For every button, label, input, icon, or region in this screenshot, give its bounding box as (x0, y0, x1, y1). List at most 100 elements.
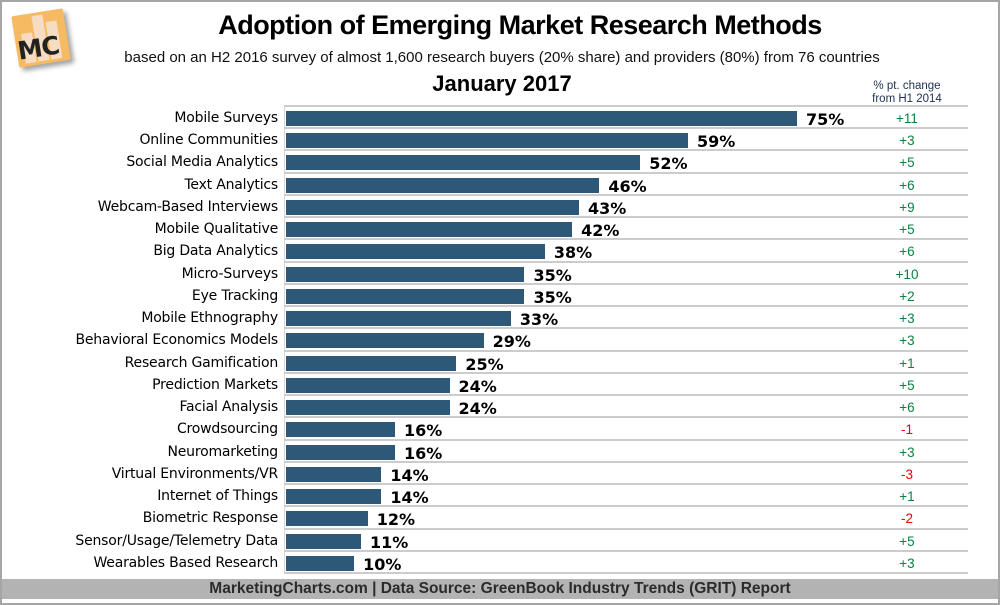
row-separator (284, 483, 968, 486)
category-label: Neuromarketing (167, 443, 278, 460)
chart-row: Sensor/Usage/Telemetry Data 11% +5 (2, 530, 998, 552)
chart-subtitle: based on an H2 2016 survey of almost 1,6… (124, 49, 880, 66)
row-separator (284, 238, 968, 241)
value-label: 59% (696, 132, 736, 152)
category-label: Internet of Things (157, 488, 278, 505)
bar (286, 489, 382, 505)
category-label: Mobile Qualitative (154, 221, 279, 238)
chart-row: Biometric Response 12% -2 (2, 507, 998, 529)
value-label: 12% (376, 510, 416, 530)
bar (286, 155, 641, 171)
row-separator (284, 572, 968, 575)
chart-row: Text Analytics 46% +6 (2, 174, 998, 196)
chart-row: Webcam-Based Interviews 43% +9 (2, 196, 998, 218)
chart-row: Wearables Based Research 10% +3 (2, 552, 998, 574)
bar (286, 288, 525, 304)
value-label: 14% (390, 488, 429, 508)
bar (286, 177, 600, 193)
value-label: 33% (519, 310, 559, 330)
bar (286, 533, 361, 549)
value-label: 29% (492, 332, 531, 352)
value-label: 16% (404, 443, 443, 463)
change-column-header-line2: from H1 2014 (872, 93, 942, 105)
bar (286, 466, 382, 482)
bar (286, 511, 368, 527)
row-separator (284, 149, 968, 152)
row-separator (284, 371, 968, 374)
change-label: -3 (900, 466, 913, 482)
chart-row: Micro-Surveys 35% +10 (2, 263, 998, 285)
chart-row: Crowdsourcing 16% -1 (2, 418, 998, 440)
footer-bar: MarketingCharts.com | Data Source: Green… (2, 579, 998, 599)
category-label: Online Communities (139, 132, 278, 149)
change-label: +3 (899, 311, 915, 327)
chart-row: Neuromarketing 16% +3 (2, 441, 998, 463)
category-label: Sensor/Usage/Telemetry Data (75, 532, 278, 549)
row-separator (284, 282, 968, 285)
bar (286, 133, 688, 149)
change-column-header: % pt. change from H1 2014 (862, 80, 952, 106)
category-label: Wearables Based Research (93, 554, 278, 571)
value-label: 14% (390, 465, 429, 485)
category-label: Research Gamification (124, 354, 279, 371)
category-label: Biometric Response (142, 510, 278, 527)
row-separator (284, 349, 968, 352)
value-label: 35% (533, 287, 572, 307)
row-separator (284, 327, 968, 330)
bar (286, 444, 395, 460)
bar (286, 222, 573, 238)
category-label: Mobile Ethnography (141, 310, 278, 327)
bar-chart: Mobile Surveys 75% +11 Online Communities 59… (2, 105, 998, 575)
value-label: 75% (805, 110, 845, 129)
bar (286, 111, 797, 126)
row-separator (284, 127, 968, 130)
category-label: Crowdsourcing (176, 421, 278, 438)
change-label: +6 (899, 400, 915, 416)
change-label: +5 (899, 533, 915, 549)
chart-row: Internet of Things 14% +1 (2, 485, 998, 507)
category-label: Social Media Analytics (126, 154, 278, 171)
value-label: 16% (404, 421, 443, 441)
change-label: +6 (899, 244, 915, 260)
value-label: 24% (458, 376, 497, 396)
row-separator (284, 260, 968, 263)
change-label: +6 (899, 177, 915, 193)
change-label: +10 (895, 266, 919, 282)
chart-row: Mobile Ethnography 33% +3 (2, 307, 998, 329)
footer-text: MarketingCharts.com | Data Source: Green… (209, 580, 791, 597)
value-label: 43% (587, 198, 627, 218)
y-axis-line (284, 105, 285, 572)
change-label: +5 (899, 222, 915, 238)
change-label: -1 (900, 422, 913, 438)
change-label: +5 (899, 155, 915, 171)
chart-row: Prediction Markets 24% +5 (2, 374, 998, 396)
chart-row: Social Media Analytics 52% +5 (2, 151, 998, 173)
change-label: -2 (900, 511, 913, 527)
row-separator (284, 549, 968, 552)
category-label: Webcam-Based Interviews (97, 198, 278, 215)
value-label: 11% (369, 532, 409, 552)
bar (286, 333, 484, 349)
chart-row: Facial Analysis 24% +6 (2, 396, 998, 418)
chart-title: Adoption of Emerging Market Research Met… (218, 10, 822, 40)
period-heading: January 2017 (432, 71, 572, 96)
chart-row: Mobile Qualitative 42% +5 (2, 218, 998, 240)
bar (286, 555, 355, 571)
chart-row: Mobile Surveys 75% +11 (2, 107, 998, 129)
row-separator (284, 527, 968, 530)
change-label: +3 (899, 133, 915, 149)
change-column-header-line1: % pt. change (873, 80, 941, 92)
category-label: Facial Analysis (179, 399, 278, 416)
bar (286, 311, 511, 327)
value-label: 46% (608, 176, 647, 196)
category-label: Mobile Surveys (174, 110, 278, 126)
row-separator (284, 438, 968, 441)
change-label: +11 (896, 111, 918, 126)
change-label: +3 (899, 444, 915, 460)
change-label: +1 (899, 355, 915, 371)
bar (286, 244, 545, 260)
chart-row: Virtual Environments/VR 14% -3 (2, 463, 998, 485)
row-separator (284, 105, 968, 107)
value-label: 35% (533, 265, 572, 285)
